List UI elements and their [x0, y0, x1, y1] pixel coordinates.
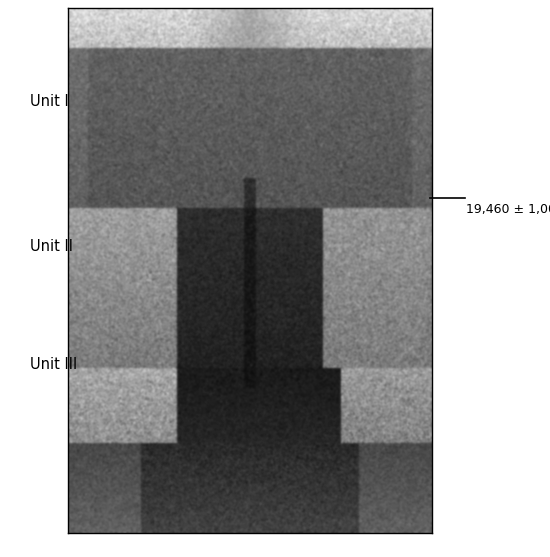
Text: Unit III: Unit III — [30, 358, 78, 372]
Text: Unit II: Unit II — [30, 239, 73, 253]
Text: Unit I: Unit I — [30, 94, 69, 109]
Text: 19,460 ± 1,000 yr B.P.: 19,460 ± 1,000 yr B.P. — [466, 203, 550, 216]
